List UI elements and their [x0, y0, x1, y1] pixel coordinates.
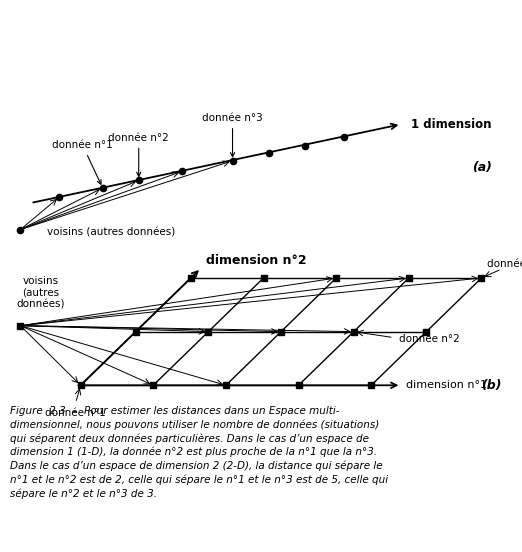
Text: dimension n°2: dimension n°2: [206, 253, 307, 267]
Text: (a): (a): [471, 161, 491, 174]
Text: donnée n°3: donnée n°3: [487, 259, 522, 269]
Text: voisins (autres données): voisins (autres données): [46, 227, 175, 237]
Text: voisins
(autres
données): voisins (autres données): [16, 277, 65, 310]
Text: donnée n°2: donnée n°2: [399, 334, 459, 344]
Text: donnée n°2: donnée n°2: [109, 132, 169, 176]
Text: donnée n°3: donnée n°3: [202, 113, 263, 157]
Text: donnée n°1: donnée n°1: [45, 407, 106, 418]
Text: dimension n°1: dimension n°1: [406, 380, 488, 390]
Text: (b): (b): [481, 379, 502, 392]
Text: Figure  2.3  –  Pour estimer les distances dans un Espace multi-
dimensionnel, n: Figure 2.3 – Pour estimer les distances …: [10, 406, 388, 499]
Text: donnée n°1: donnée n°1: [52, 140, 113, 184]
Text: 1 dimension: 1 dimension: [411, 118, 492, 131]
